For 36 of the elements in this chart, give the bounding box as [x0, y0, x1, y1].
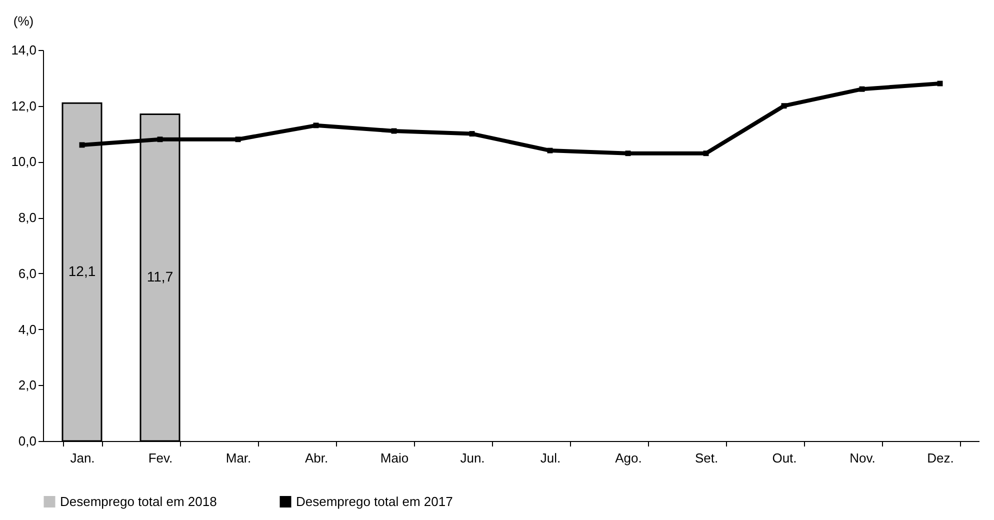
y-tick-label: 0,0 — [18, 434, 36, 448]
x-tick-label: Set. — [694, 450, 718, 466]
point — [469, 131, 475, 137]
y-tick-label: 2,0 — [18, 378, 36, 393]
x-tick-label: Jun. — [460, 450, 485, 466]
point — [235, 136, 241, 142]
point — [625, 150, 631, 156]
legend-label: Desemprego total em 2017 — [296, 494, 453, 509]
y-axis-title: (%) — [13, 14, 34, 28]
y-tick-label: 14,0 — [11, 42, 36, 58]
x-tick-label: Nov. — [850, 450, 876, 466]
point — [547, 148, 553, 154]
y-tick-label: 4,0 — [18, 322, 36, 337]
x-tick-label: Jan. — [70, 450, 95, 466]
y-tick-label: 6,0 — [18, 266, 36, 281]
y-tick-label: 12,0 — [11, 98, 36, 114]
x-tick-label: Dez. — [927, 450, 954, 466]
point — [157, 136, 163, 142]
y-tick-label: 8,0 — [18, 210, 36, 226]
point — [703, 150, 709, 156]
x-tick-label: Mar. — [226, 450, 252, 466]
point — [859, 86, 865, 92]
y-tick-label: 10,0 — [11, 154, 36, 170]
point — [781, 103, 787, 109]
x-tick-label: Out. — [772, 450, 797, 466]
point — [79, 142, 85, 148]
point — [937, 80, 943, 86]
data-label: 11,7 — [146, 268, 174, 285]
x-tick-label: Maio — [380, 450, 409, 466]
x-tick-label: Abr. — [304, 450, 328, 466]
x-tick-label: Ago. — [615, 450, 642, 466]
legend-label: Desemprego total em 2018 — [60, 494, 217, 509]
x-tick-label: Jul. — [540, 450, 561, 466]
x-tick-label: Fev. — [148, 450, 173, 466]
point — [313, 122, 319, 128]
data-label: 12,1 — [68, 263, 96, 280]
